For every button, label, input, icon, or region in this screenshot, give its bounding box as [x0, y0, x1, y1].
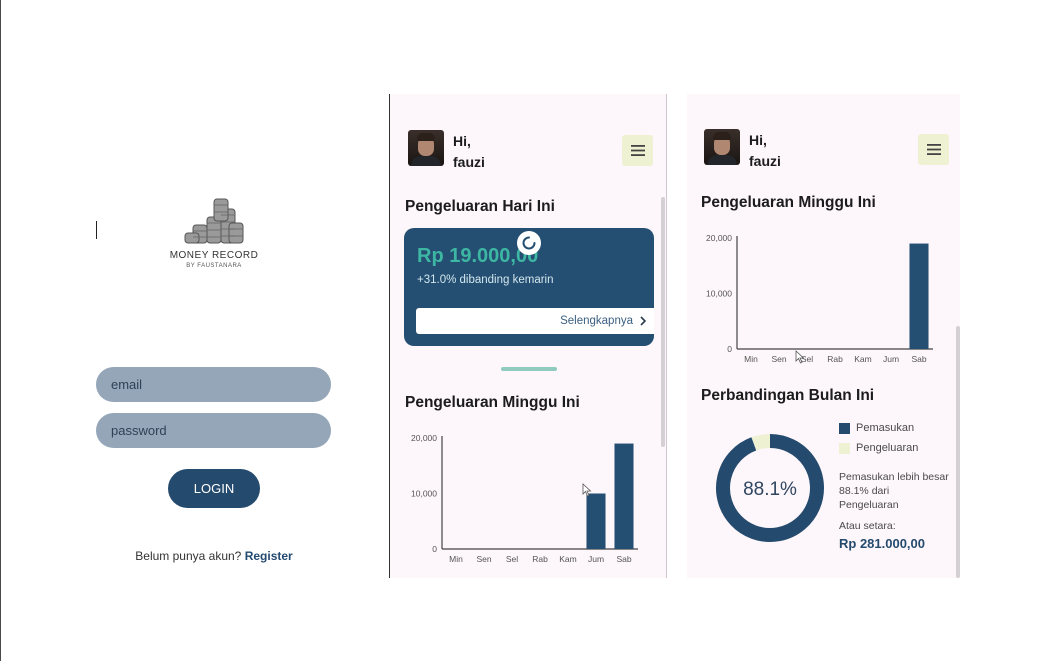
loading-spinner — [517, 231, 541, 255]
bar-sab — [614, 443, 634, 549]
greeting: Hi, fauzi — [749, 130, 781, 172]
donut-center-label: 88.1% — [743, 479, 797, 500]
comparison-description: Pemasukan lebih besar 88.1% dari Pengelu… — [839, 471, 949, 511]
text-cursor — [96, 221, 97, 239]
x-tick-label: Kam — [559, 554, 576, 564]
y-tick-label: 10,000 — [706, 289, 732, 299]
weekly-title-a: Pengeluaran Minggu Ini — [405, 394, 580, 411]
greeting: Hi, fauzi — [453, 131, 485, 173]
x-tick-label: Sen — [476, 554, 491, 564]
register-prompt: Belum punya akun? — [135, 549, 242, 563]
equal-value: Rp 281.000,00 — [839, 536, 926, 551]
hamburger-icon — [630, 145, 645, 156]
x-tick-label: Rab — [532, 554, 548, 564]
x-tick-label: Rab — [827, 354, 843, 364]
bar-sab — [909, 243, 929, 349]
greeting-hi: Hi, — [749, 132, 767, 148]
x-tick-label: Jum — [883, 354, 899, 364]
login-button[interactable]: LOGIN — [168, 469, 260, 508]
avatar[interactable] — [704, 129, 740, 165]
y-tick-label: 0 — [727, 344, 732, 354]
legend-income-swatch — [839, 422, 850, 434]
mouse-pointer-icon — [795, 350, 805, 364]
scrollbar[interactable] — [661, 197, 665, 447]
legend-expense-swatch — [839, 442, 850, 454]
greeting-hi: Hi, — [453, 133, 471, 149]
greeting-name: fauzi — [749, 153, 781, 169]
x-tick-label: Sab — [616, 554, 631, 564]
x-tick-label: Sel — [801, 354, 813, 364]
donut-slice-income — [716, 434, 824, 542]
legend-expense: Pengeluaran — [839, 438, 918, 458]
donut-slice-expense — [751, 434, 771, 451]
email-input[interactable] — [96, 367, 331, 402]
app-name: MONEY RECORD — [169, 250, 259, 261]
legend-income: Pemasukan — [839, 418, 918, 438]
mouse-pointer-icon — [582, 483, 592, 497]
comparison-legend: Pemasukan Pengeluaran — [839, 418, 918, 458]
register-link[interactable]: Register — [244, 549, 293, 563]
weekly-bar-chart: 0 10,000 20,000 Min Sen Sel Rab Kam Jum Sab — [411, 433, 638, 564]
avatar[interactable] — [408, 130, 444, 166]
app-subtitle: BY FAUSTANARA — [186, 263, 242, 269]
x-tick-label: Sel — [506, 554, 518, 564]
dashboard-screen-today: Hi, fauzi Pengeluaran Hari Ini Rp 19.000… — [389, 94, 667, 578]
weekly-title-b: Pengeluaran Minggu Ini — [701, 194, 876, 211]
y-tick-label: 10,000 — [411, 489, 437, 499]
x-tick-label: Min — [449, 554, 463, 564]
more-label: Selengkapnya — [560, 315, 633, 327]
carousel-indicator[interactable] — [501, 367, 557, 371]
more-button[interactable]: Selengkapnya — [416, 308, 654, 334]
hamburger-icon — [926, 144, 941, 155]
app-logo: MONEY RECORD BY FAUSTANARA — [160, 195, 268, 269]
bar-jum — [586, 493, 606, 549]
today-card: Rp 19.000,00 +31.0% dibanding kemarin Se… — [404, 228, 654, 346]
weekly-bar-chart: 0 10,000 20,000 Min Sen Sel Rab Kam Jum Sab — [706, 233, 933, 364]
legend-income-label: Pemasukan — [856, 422, 915, 434]
chevron-right-icon — [640, 316, 647, 326]
menu-button[interactable] — [622, 135, 653, 166]
x-tick-label: Jum — [588, 554, 604, 564]
equal-label: Atau setara: — [839, 520, 896, 532]
dashboard-screen-comparison: Hi, fauzi Pengeluaran Minggu Ini 0 10,000… — [687, 94, 960, 578]
password-input[interactable] — [96, 413, 331, 448]
x-tick-label: Min — [744, 354, 758, 364]
x-tick-label: Kam — [854, 354, 871, 364]
scrollbar[interactable] — [956, 326, 960, 578]
comparison-title: Perbandingan Bulan Ini — [701, 387, 875, 404]
comparison-donut-chart: 88.1% — [716, 434, 824, 542]
menu-button[interactable] — [918, 134, 949, 165]
coins-stack-icon — [184, 198, 244, 244]
x-tick-label: Sab — [911, 354, 926, 364]
window-edge — [0, 0, 1, 661]
greeting-name: fauzi — [453, 154, 485, 170]
y-tick-label: 20,000 — [411, 433, 437, 443]
loading-icon — [522, 236, 536, 250]
y-tick-label: 0 — [432, 544, 437, 554]
legend-expense-label: Pengeluaran — [856, 442, 919, 454]
x-tick-label: Sen — [771, 354, 786, 364]
y-tick-label: 20,000 — [706, 233, 732, 243]
register-line: Belum punya akun? Register — [100, 549, 328, 563]
today-compare: +31.0% dibanding kemarin — [417, 274, 554, 286]
today-amount: Rp 19.000,00 — [417, 245, 539, 267]
today-title: Pengeluaran Hari Ini — [405, 198, 555, 215]
